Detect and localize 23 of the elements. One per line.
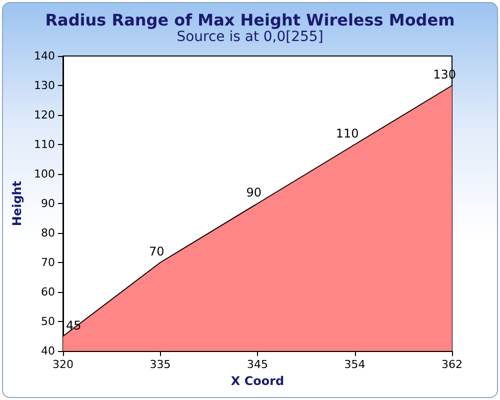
data-label: 90 — [246, 186, 262, 200]
x-axis-title: X Coord — [230, 374, 284, 388]
y-tick-label: 70 — [41, 256, 55, 269]
data-label: 70 — [148, 244, 164, 258]
y-tick-label: 130 — [34, 79, 55, 92]
y-tick-label: 50 — [41, 315, 55, 328]
x-tick-label: 320 — [52, 358, 74, 371]
chart-subtitle: Source is at 0,0[255] — [176, 29, 324, 45]
chart-title: Radius Range of Max Height Wireless Modem — [45, 10, 455, 30]
x-tick-label: 345 — [247, 358, 268, 371]
y-tick-label: 60 — [41, 286, 55, 298]
x-tick-label: 362 — [442, 358, 462, 371]
y-tick-label: 120 — [34, 108, 55, 122]
y-tick-label: 100 — [34, 168, 55, 180]
data-label: 110 — [336, 126, 359, 140]
y-tick-label: 140 — [34, 50, 55, 62]
y-tick-label: 80 — [41, 226, 55, 240]
x-tick-label: 335 — [150, 358, 171, 371]
y-tick-label: 40 — [41, 344, 55, 358]
y-axis-title: Height — [10, 180, 24, 226]
x-tick-label: 354 — [344, 358, 366, 371]
y-tick-label: 110 — [34, 138, 55, 151]
y-tick-label: 90 — [41, 197, 55, 210]
